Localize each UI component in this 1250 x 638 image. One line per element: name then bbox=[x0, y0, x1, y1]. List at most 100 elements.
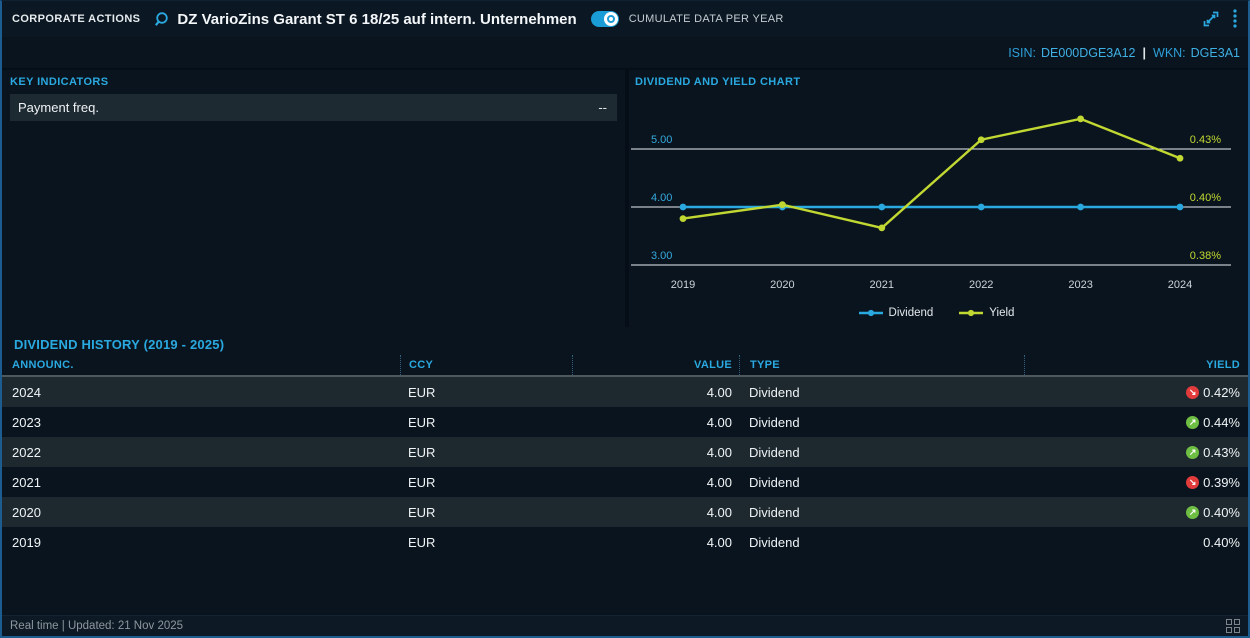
instrument-title: DZ VarioZins Garant ST 6 18/25 auf inter… bbox=[177, 10, 577, 28]
svg-text:2024: 2024 bbox=[1168, 279, 1192, 291]
svg-text:2019: 2019 bbox=[671, 279, 695, 291]
cell-ccy: EUR bbox=[408, 384, 436, 400]
yield-value: 0.44% bbox=[1203, 414, 1240, 430]
cell-ccy: EUR bbox=[408, 504, 436, 520]
trend-down-icon: ↘ bbox=[1186, 385, 1200, 399]
key-indicators-panel: KEY INDICATORS Payment freq. -- bbox=[2, 70, 629, 327]
payment-freq-label: Payment freq. bbox=[18, 100, 99, 115]
wkn-label: WKN: bbox=[1153, 45, 1186, 60]
top-bar-actions bbox=[1202, 7, 1238, 31]
svg-text:5.00: 5.00 bbox=[651, 134, 672, 146]
table-row[interactable]: 2020 EUR 4.00 Dividend ↗ 0.40% bbox=[2, 497, 1248, 527]
cell-type: Dividend bbox=[749, 504, 800, 520]
svg-text:2020: 2020 bbox=[770, 279, 794, 291]
wkn-value: DGE3A1 bbox=[1190, 45, 1240, 60]
expand-icon[interactable] bbox=[1202, 10, 1220, 28]
yield-legend-marker-icon bbox=[959, 309, 984, 317]
svg-text:4.00: 4.00 bbox=[651, 192, 672, 204]
kebab-menu-icon[interactable] bbox=[1232, 7, 1238, 31]
panels-row: KEY INDICATORS Payment freq. -- DIVIDEND… bbox=[2, 70, 1248, 327]
cell-type: Dividend bbox=[749, 444, 800, 460]
cell-yield: ↗ 0.44% bbox=[1024, 415, 1248, 430]
empty-area bbox=[2, 557, 1248, 615]
key-indicators-title: KEY INDICATORS bbox=[10, 76, 109, 88]
status-bar: Real time | Updated: 21 Nov 2025 bbox=[2, 615, 1248, 636]
dividend-history-table: 2024 EUR 4.00 Dividend ↘ 0.42% 2023 EUR 4.00 Divi… bbox=[2, 377, 1248, 557]
table-row[interactable]: 2022 EUR 4.00 Dividend ↗ 0.43% bbox=[2, 437, 1248, 467]
cell-value: 4.00 bbox=[706, 444, 732, 460]
cumulate-toggle[interactable] bbox=[590, 11, 619, 27]
cell-ccy: EUR bbox=[408, 414, 436, 430]
status-text: Real time | Updated: 21 Nov 2025 bbox=[10, 620, 184, 632]
column-header-ccy[interactable]: CCY bbox=[400, 355, 572, 375]
yield-value: 0.40% bbox=[1203, 504, 1240, 520]
table-row[interactable]: 2019 EUR 4.00 Dividend 0.40% bbox=[2, 527, 1248, 557]
search-icon[interactable] bbox=[154, 11, 171, 28]
cell-ccy: EUR bbox=[408, 444, 436, 460]
cell-yield: ↗ 0.43% bbox=[1024, 445, 1248, 460]
cell-yield: ↗ 0.40% bbox=[1024, 505, 1248, 520]
grid-layout-icon[interactable] bbox=[1226, 619, 1240, 633]
cell-ccy: EUR bbox=[408, 474, 436, 490]
svg-text:0.40%: 0.40% bbox=[1190, 192, 1221, 204]
cell-ccy: EUR bbox=[408, 534, 436, 550]
widget-title: CORPORATE ACTIONS bbox=[12, 13, 141, 25]
legend-yield-label: Yield bbox=[989, 307, 1015, 319]
cell-announc: 2021 bbox=[12, 474, 41, 490]
svg-text:2022: 2022 bbox=[969, 279, 993, 291]
dividend-legend-marker-icon bbox=[858, 309, 883, 317]
cell-value: 4.00 bbox=[706, 474, 732, 490]
cell-yield: 0.40% bbox=[1024, 535, 1248, 550]
dividend-history-header: ANNOUNC. CCY VALUE TYPE YIELD bbox=[2, 355, 1248, 377]
chart-legend: Dividend Yield bbox=[629, 307, 1244, 319]
dividend-yield-chart-panel: DIVIDEND AND YIELD CHART 5.00 0.43% 4.00 0.… bbox=[629, 70, 1248, 327]
trend-up-icon: ↗ bbox=[1186, 445, 1200, 459]
cell-value: 4.00 bbox=[706, 384, 732, 400]
svg-text:3.00: 3.00 bbox=[651, 250, 672, 262]
cell-announc: 2023 bbox=[12, 414, 41, 430]
instrument-ids-row: ISIN: DE000DGE3A12 | WKN: DGE3A1 bbox=[2, 37, 1248, 70]
table-row[interactable]: 2023 EUR 4.00 Dividend ↗ 0.44% bbox=[2, 407, 1248, 437]
svg-text:0.38%: 0.38% bbox=[1190, 250, 1221, 262]
chart-title: DIVIDEND AND YIELD CHART bbox=[635, 76, 801, 88]
column-header-type[interactable]: TYPE bbox=[739, 355, 1024, 375]
ids-separator: | bbox=[1142, 45, 1147, 60]
svg-text:2023: 2023 bbox=[1068, 279, 1092, 291]
svg-text:0.43%: 0.43% bbox=[1190, 134, 1221, 146]
legend-yield[interactable]: Yield bbox=[959, 307, 1014, 319]
yield-value: 0.39% bbox=[1203, 474, 1240, 490]
cell-value: 4.00 bbox=[706, 504, 732, 520]
cell-type: Dividend bbox=[749, 384, 800, 400]
dividend-history-title: DIVIDEND HISTORY (2019 - 2025) bbox=[14, 337, 225, 352]
isin-value: DE000DGE3A12 bbox=[1041, 45, 1136, 60]
cumulate-toggle-label: CUMULATE DATA PER YEAR bbox=[628, 13, 784, 25]
trend-up-icon: ↗ bbox=[1186, 415, 1200, 429]
cell-type: Dividend bbox=[749, 474, 800, 490]
cell-announc: 2022 bbox=[12, 444, 41, 460]
top-bar: CORPORATE ACTIONS DZ VarioZins Garant ST… bbox=[2, 1, 1248, 37]
legend-dividend-label: Dividend bbox=[888, 307, 934, 319]
yield-value: 0.42% bbox=[1203, 384, 1240, 400]
cell-announc: 2020 bbox=[12, 504, 41, 520]
isin-label: ISIN: bbox=[1008, 45, 1036, 60]
toggle-knob bbox=[603, 12, 618, 26]
cell-value: 4.00 bbox=[706, 414, 732, 430]
column-header-yield[interactable]: YIELD bbox=[1024, 355, 1248, 375]
yield-value: 0.40% bbox=[1203, 534, 1240, 550]
cell-yield: ↘ 0.42% bbox=[1024, 385, 1248, 400]
cell-value: 4.00 bbox=[706, 534, 732, 550]
trend-down-icon: ↘ bbox=[1186, 475, 1200, 489]
legend-dividend[interactable]: Dividend bbox=[858, 307, 934, 319]
table-row[interactable]: 2021 EUR 4.00 Dividend ↘ 0.39% bbox=[2, 467, 1248, 497]
cell-type: Dividend bbox=[749, 534, 800, 550]
cell-announc: 2024 bbox=[12, 384, 41, 400]
table-row[interactable]: 2024 EUR 4.00 Dividend ↘ 0.42% bbox=[2, 377, 1248, 407]
cell-yield: ↘ 0.39% bbox=[1024, 475, 1248, 490]
column-header-announc[interactable]: ANNOUNC. bbox=[12, 359, 74, 371]
trend-up-icon: ↗ bbox=[1186, 505, 1200, 519]
payment-freq-row: Payment freq. -- bbox=[10, 94, 617, 121]
column-header-value[interactable]: VALUE bbox=[572, 355, 739, 375]
dividend-yield-chart: 5.00 0.43% 4.00 0.40% 3.00 0.38% 2019 2020 2021 2… bbox=[631, 115, 1231, 291]
payment-freq-value: -- bbox=[598, 100, 607, 115]
